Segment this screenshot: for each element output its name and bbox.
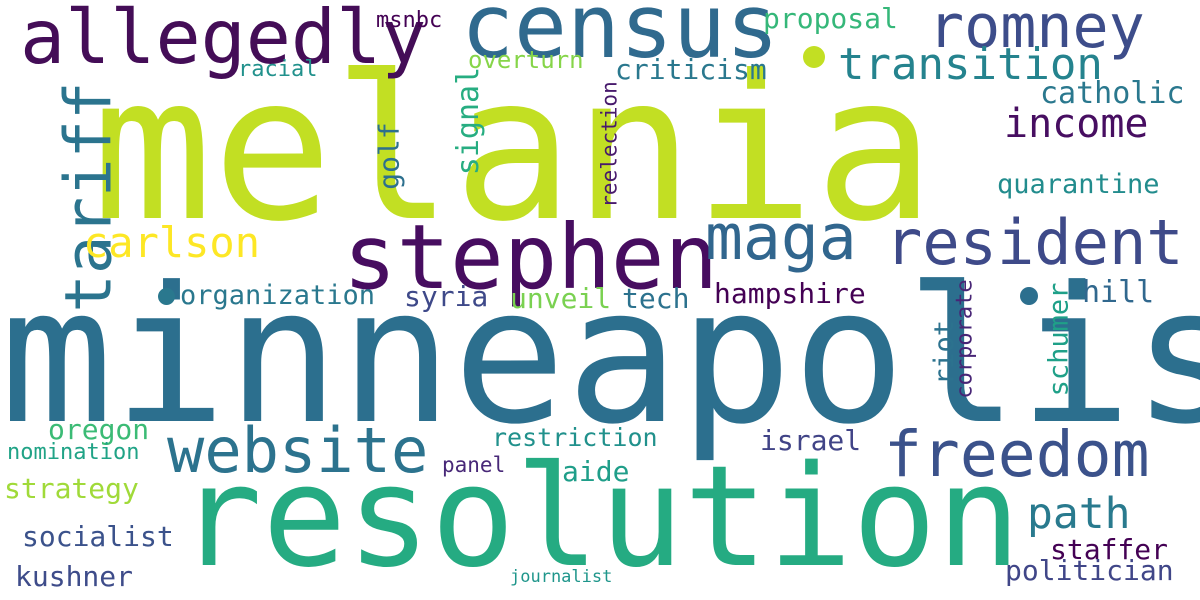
- dot-marker: [1020, 287, 1038, 305]
- word-oregon: oregon: [48, 413, 150, 446]
- word-journalist: journalist: [510, 567, 613, 587]
- word-hill: hill: [1082, 275, 1155, 310]
- word-quarantine: quarantine: [997, 169, 1160, 200]
- word-romney: romney: [928, 0, 1145, 62]
- word-signal: signal: [451, 66, 487, 176]
- word-reelection: reelection: [597, 81, 622, 208]
- word-overturn: overturn: [468, 46, 584, 74]
- word-aide: aide: [562, 455, 630, 488]
- word-msnbc: msnbc: [376, 8, 443, 33]
- word-organization: organization: [180, 280, 376, 311]
- word-unveil: unveil: [510, 282, 612, 315]
- word-golf: golf: [372, 122, 406, 190]
- word-panel: panel: [442, 453, 506, 477]
- word-website: website: [167, 414, 429, 487]
- word-schumer: schumer: [1043, 282, 1075, 397]
- word-staffer: staffer: [1050, 533, 1169, 566]
- word-path: path: [1027, 489, 1131, 539]
- word-resident: resident: [885, 206, 1184, 279]
- word-politician: politician: [1005, 554, 1174, 587]
- word-maga: maga: [705, 201, 857, 274]
- word-syria: syria: [404, 280, 489, 313]
- word-melania: melania: [92, 33, 935, 266]
- word-socialist: socialist: [22, 520, 174, 553]
- word-minneapolis: minneapolis: [0, 247, 1200, 466]
- word-stephen: stephen: [343, 205, 719, 309]
- word-restriction: restriction: [492, 423, 658, 452]
- word-catholic: catholic: [1040, 76, 1185, 111]
- word-kushner: kushner: [15, 560, 134, 593]
- word-nomination: nomination: [7, 440, 140, 465]
- word-proposal: proposal: [763, 2, 898, 35]
- word-corporate: corporate: [952, 279, 978, 399]
- word-strategy: strategy: [4, 472, 139, 505]
- word-hampshire: hampshire: [714, 277, 866, 310]
- word-israel: israel: [760, 424, 862, 457]
- word-tariff: tariff: [52, 81, 127, 313]
- word-carlson: carlson: [83, 218, 261, 267]
- dot-marker: [803, 46, 825, 68]
- word-allegedly: allegedly: [20, 0, 427, 81]
- word-income: income: [1004, 101, 1149, 147]
- word-racial: racial: [238, 57, 318, 82]
- word-resolution: resolution: [178, 436, 1021, 599]
- word-transition: transition: [838, 39, 1103, 90]
- word-freedom: freedom: [884, 418, 1150, 491]
- word-census: census: [461, 0, 779, 78]
- word-criticism: criticism: [615, 53, 767, 86]
- word-tech: tech: [622, 282, 690, 315]
- dot-marker: [158, 288, 175, 305]
